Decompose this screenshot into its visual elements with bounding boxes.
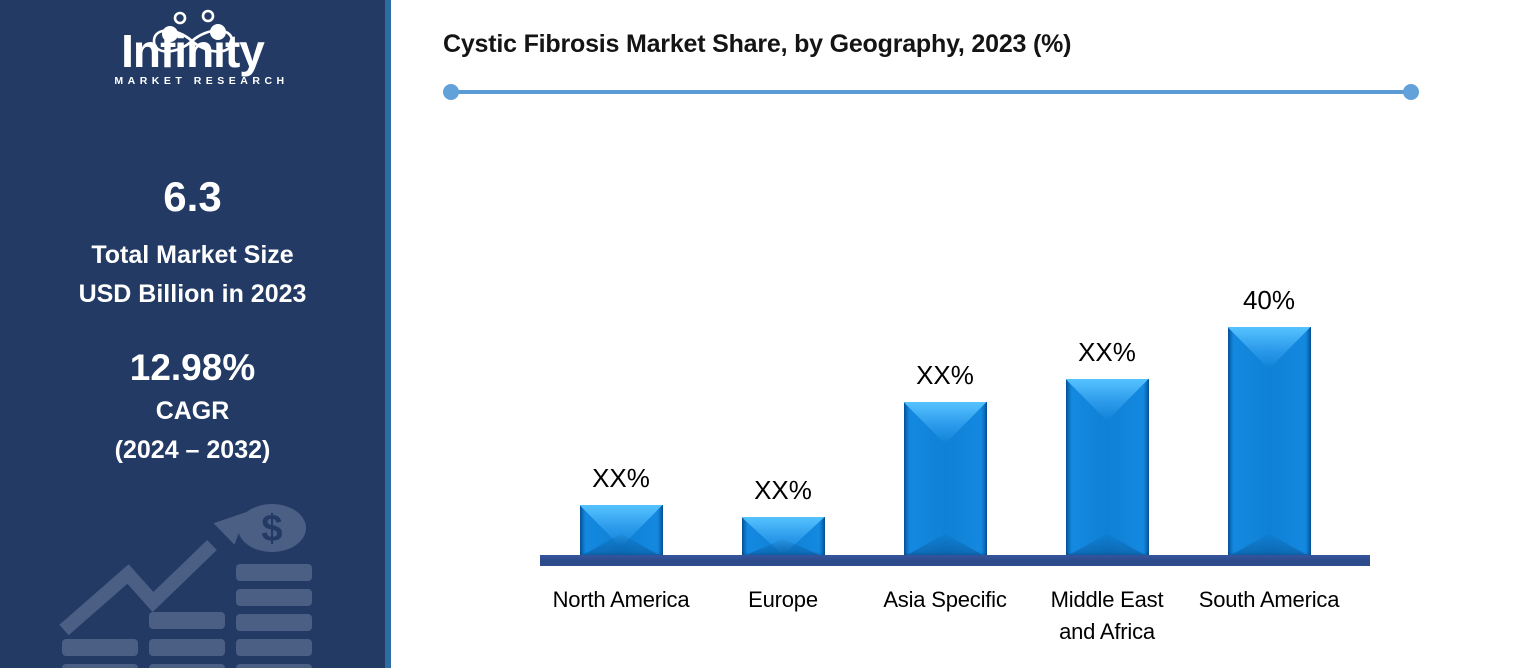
chart-baseline-axis [540, 555, 1370, 566]
bar-value-label: XX% [592, 463, 650, 493]
bar-slot: XX% [1026, 120, 1188, 557]
category-label: Asia Specific [883, 587, 1007, 612]
category-label: North America [552, 587, 690, 612]
bar [741, 517, 825, 557]
title-divider [443, 84, 1419, 100]
market-size-value: 6.3 [163, 173, 222, 220]
bar-value-label: 40% [1242, 285, 1296, 315]
cagr-value: 12.98% [129, 347, 256, 389]
bar-value-label: XX% [916, 360, 974, 390]
bar [579, 505, 663, 557]
logo-subtitle: MARKET RESEARCH [114, 74, 289, 87]
growth-chart-watermark-icon: $ [59, 504, 312, 668]
market-size-label-line1: Total Market Size [91, 241, 294, 270]
sidebar: Infinity MARKET RESEARCH 6.3 Total Marke… [0, 0, 391, 668]
logo-title: Infinity [121, 25, 265, 77]
chart-title: Cystic Fibrosis Market Share, by Geograp… [443, 30, 1072, 58]
category-label: South America [1198, 587, 1340, 612]
bar-chart: XX% XX% XX% XX% 40% [540, 120, 1350, 557]
bar [1065, 379, 1149, 557]
sidebar-stats: 6.3 Total Market Size USD Billion in 202… [0, 172, 385, 470]
category-label: Middle East and Africa [1050, 587, 1164, 644]
logo: Infinity MARKET RESEARCH [78, 9, 308, 87]
bar-slot: XX% [702, 120, 864, 557]
cagr-period: (2024 – 2032) [114, 436, 271, 465]
bar-slot: XX% [864, 120, 1026, 557]
category-axis-labels: North America Europe Asia Specific Middle E… [540, 584, 1350, 648]
bar-value-label: XX% [1078, 337, 1136, 367]
cagr-label: CAGR [155, 397, 230, 426]
bar [1227, 327, 1311, 557]
bar-value-label: XX% [754, 475, 812, 505]
infinity-icon [152, 9, 233, 53]
category-label: Europe [748, 587, 818, 612]
market-size-label-line2: USD Billion in 2023 [78, 280, 307, 309]
bar [903, 402, 987, 557]
svg-text:$: $ [261, 508, 282, 550]
bar-slot: 40% [1188, 120, 1350, 557]
bar-slot: XX% [540, 120, 702, 557]
